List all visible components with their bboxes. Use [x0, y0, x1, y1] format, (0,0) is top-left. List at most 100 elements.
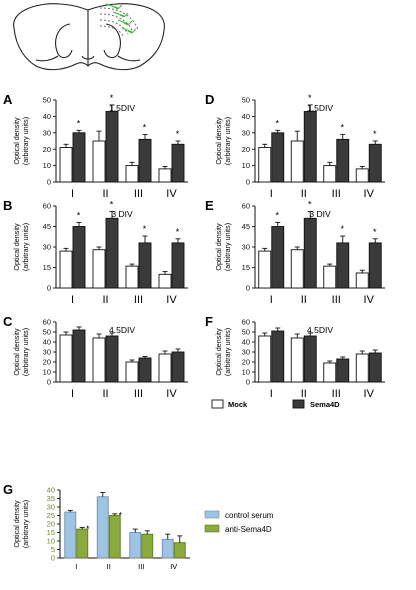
x-tick-label: IV — [364, 388, 375, 400]
y-tick-label: 20 — [43, 145, 51, 154]
bar-series1 — [158, 168, 172, 183]
x-tick-label: I — [71, 188, 74, 200]
y-tick-label: 30 — [43, 243, 51, 252]
bar-series2 — [271, 132, 285, 183]
x-tick-label: I — [270, 388, 273, 400]
y-tick-label: 0 — [246, 284, 250, 293]
bar-series1 — [129, 532, 142, 559]
panel-letter: A — [3, 92, 13, 107]
legend-label-mock: Mock — [228, 400, 248, 409]
y-axis-label: (arbitrary units) — [223, 117, 232, 165]
bar-series2 — [271, 226, 285, 289]
bar-series1 — [59, 250, 73, 289]
panel-title: 4.5DIV — [307, 325, 333, 335]
y-tick-label: 20 — [43, 358, 51, 367]
y-tick-label: 50 — [242, 96, 250, 105]
significance-star: * — [275, 210, 279, 220]
legend-swatch-anti — [204, 524, 220, 533]
brain-section-illustration — [13, 3, 165, 71]
bar-series1 — [64, 511, 77, 559]
significance-star: * — [118, 511, 122, 521]
bar-series2 — [303, 217, 317, 289]
bar-series1 — [355, 272, 369, 289]
x-tick-label: II — [301, 188, 307, 200]
y-tick-label: 20 — [47, 520, 55, 529]
significance-star: * — [373, 129, 377, 139]
bar-series2 — [72, 329, 86, 383]
y-tick-label: 0 — [246, 178, 250, 187]
bar-series2 — [303, 111, 317, 183]
legend-panel-g: control serum anti-Sema4D — [204, 510, 274, 534]
significance-star: * — [176, 129, 180, 139]
x-tick-label: I — [71, 388, 74, 400]
bar-series1 — [258, 335, 272, 383]
bar-series2 — [368, 242, 382, 289]
bar-series1 — [161, 538, 174, 559]
panel-title: 1.5DIV — [307, 103, 333, 113]
bar-series2 — [336, 358, 350, 383]
chart-panel-c: C 4.5DIV Optical density (arbitrary units) 0… — [3, 314, 188, 400]
chart-panel-e: E 3 DIV Optical density (arbitrary units) 0 1… — [205, 198, 385, 306]
y-axis-label: (arbitrary units) — [223, 328, 232, 376]
y-tick-label: 45 — [242, 222, 250, 231]
bar-series1 — [323, 362, 337, 383]
x-tick-label: IV — [364, 188, 375, 200]
y-tick-label: 10 — [43, 368, 51, 377]
bar-series2 — [105, 111, 119, 183]
significance-star: * — [176, 227, 180, 237]
panel-title: 3 DIV — [309, 209, 331, 219]
y-tick-label: 10 — [43, 161, 51, 170]
bar-series2 — [108, 515, 121, 559]
x-tick-label: II — [301, 388, 307, 400]
bar-series1 — [92, 140, 106, 183]
y-tick-label: 50 — [242, 328, 250, 337]
legend-swatch-sema4d — [292, 399, 305, 409]
x-tick-label: IV — [166, 388, 177, 400]
panel-letter: B — [3, 198, 12, 213]
y-tick-label: 0 — [47, 378, 51, 387]
legend-label-control: control serum — [225, 511, 274, 520]
bar-series2 — [105, 335, 119, 383]
x-tick-label: III — [332, 388, 341, 400]
y-tick-label: 50 — [43, 328, 51, 337]
bar-series2 — [72, 132, 86, 183]
legend-label-anti: anti-Sema4D — [225, 525, 272, 534]
bar-series2 — [303, 335, 317, 383]
bar-series2 — [336, 242, 350, 289]
x-tick-label: III — [134, 388, 143, 400]
significance-star: * — [340, 224, 344, 234]
y-tick-label: 40 — [43, 338, 51, 347]
y-axis-label: Optical density — [12, 328, 21, 376]
x-tick-label: III — [134, 188, 143, 200]
bar-series2 — [138, 357, 152, 383]
x-tick-label: II — [102, 294, 108, 306]
y-tick-label: 0 — [47, 284, 51, 293]
bar-series1 — [258, 250, 272, 289]
y-tick-label: 60 — [43, 202, 51, 211]
y-tick-label: 10 — [242, 161, 250, 170]
y-tick-label: 60 — [43, 318, 51, 327]
y-tick-label: 30 — [242, 243, 250, 252]
chart-panel-a: A 1.5DIV Optical density (arbitrary units) 0… — [3, 92, 188, 200]
x-tick-label: II — [102, 188, 108, 200]
x-tick-label: I — [71, 294, 74, 306]
y-axis-label: Optical density — [214, 328, 223, 376]
y-tick-label: 15 — [242, 263, 250, 272]
bar-series1 — [158, 273, 172, 289]
y-tick-label: 0 — [246, 378, 250, 387]
bar-series1 — [323, 265, 337, 289]
bar-series1 — [92, 249, 106, 289]
y-tick-label: 20 — [242, 145, 250, 154]
bar-series2 — [105, 217, 119, 289]
y-axis-label: Optical density — [12, 117, 21, 165]
bar-series2 — [368, 143, 382, 183]
y-tick-label: 40 — [43, 112, 51, 121]
significance-star: * — [143, 122, 147, 132]
bar-series1 — [59, 334, 73, 383]
bar-series2 — [171, 242, 185, 289]
x-tick-label: I — [270, 188, 273, 200]
bar-series1 — [258, 147, 272, 183]
panel-letter: D — [205, 92, 214, 107]
y-tick-label: 30 — [242, 128, 250, 137]
